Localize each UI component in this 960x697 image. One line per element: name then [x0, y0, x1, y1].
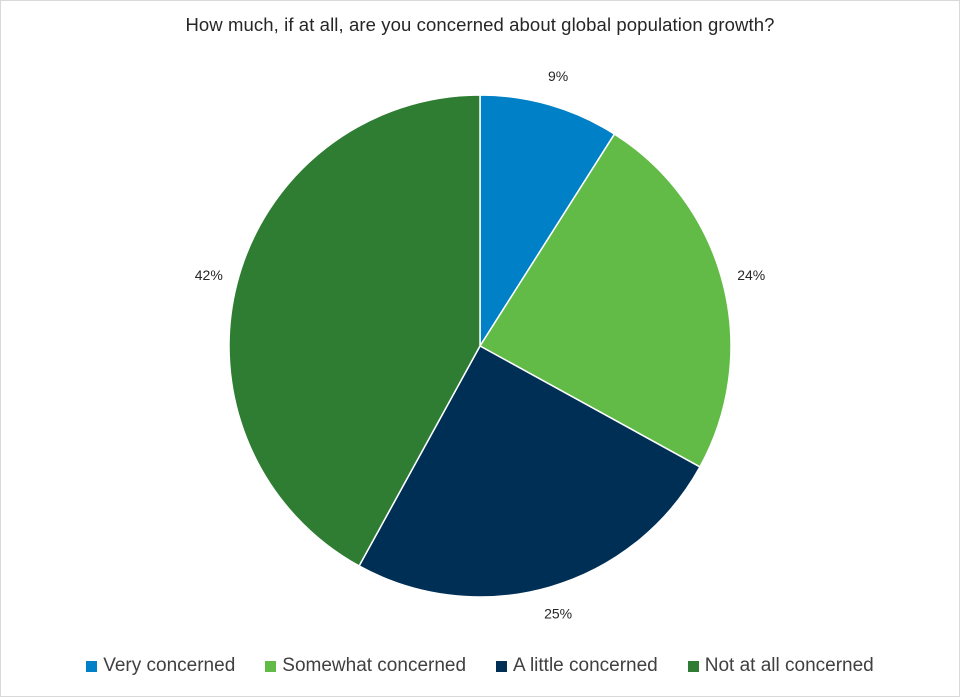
chart-legend: Very concerned Somewhat concerned A little…	[0, 655, 960, 677]
pie-slice-somewhat-concerned	[478, 133, 732, 468]
legend-label: Somewhat concerned	[282, 655, 467, 676]
data-label: 24%	[737, 267, 765, 283]
legend-swatch	[86, 660, 98, 672]
pie-slice-very-concerned	[479, 94, 616, 349]
legend-swatch	[496, 660, 508, 672]
legend-label: Not at all concerned	[704, 655, 874, 676]
chart-title: How much, if at all, are you concerned a…	[185, 14, 775, 35]
data-label: 9%	[548, 68, 568, 84]
data-label: 42%	[195, 267, 223, 283]
pie-slice-not-at-all-concerned	[228, 94, 481, 567]
legend-item: Very concerned	[86, 655, 235, 677]
legend-item: Somewhat concerned	[265, 655, 466, 677]
data-label: 25%	[544, 606, 572, 622]
legend-label: Very concerned	[103, 655, 236, 676]
pie-slice-a-little-concerned	[358, 344, 701, 598]
legend-item: A little concerned	[496, 655, 658, 677]
legend-swatch	[265, 660, 277, 672]
legend-swatch	[687, 660, 699, 672]
legend-item: Not at all concerned	[687, 655, 874, 677]
legend-label: A little concerned	[513, 655, 658, 676]
